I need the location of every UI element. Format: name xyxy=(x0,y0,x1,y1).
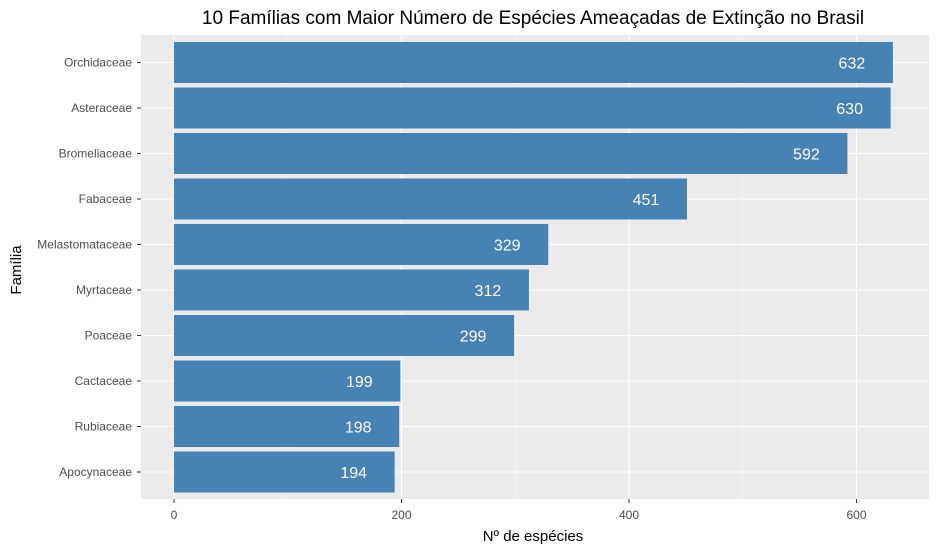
y-tick-label: Poaceae xyxy=(85,329,133,343)
y-tick-label: Cactaceae xyxy=(75,374,133,388)
data-label: 194 xyxy=(340,465,367,482)
y-tick-label: Myrtaceae xyxy=(76,283,132,297)
data-labels: 632 630 592 451 329 312 299 199 198 194 xyxy=(340,56,865,483)
y-tick-label: Fabaceae xyxy=(79,192,133,206)
bars xyxy=(174,42,893,493)
x-tick-label: 400 xyxy=(619,508,639,522)
x-axis-ticks: 0 200 400 600 xyxy=(171,499,867,522)
x-tick-label: 200 xyxy=(391,508,411,522)
bar-bromeliaceae xyxy=(174,133,848,174)
x-tick-label: 600 xyxy=(846,508,866,522)
bar-myrtaceae xyxy=(174,269,529,311)
data-label: 198 xyxy=(345,420,372,437)
y-tick-label: Bromeliaceae xyxy=(59,147,133,161)
x-tick-label: 0 xyxy=(171,508,178,522)
y-tick-label: Orchidaceae xyxy=(64,56,132,70)
bar-poaceae xyxy=(174,315,515,356)
bar-melastomataceae xyxy=(174,224,549,265)
y-axis-title: Família xyxy=(8,245,25,295)
bar-asteraceae xyxy=(174,87,891,129)
chart-title: 10 Famílias com Maior Número de Espécies… xyxy=(202,8,864,29)
data-label: 632 xyxy=(839,56,866,73)
data-label: 451 xyxy=(633,192,660,209)
y-tick-label: Asteraceae xyxy=(71,101,132,115)
data-label: 630 xyxy=(836,101,863,118)
data-label: 329 xyxy=(494,238,521,255)
x-axis-title: Nº de espécies xyxy=(483,528,584,545)
y-axis-ticks: Orchidaceae Asteraceae Bromeliaceae Fabacea… xyxy=(37,56,141,479)
bar-rubiaceae xyxy=(174,406,400,447)
data-label: 592 xyxy=(793,147,820,164)
bar-apocynaceae xyxy=(174,451,395,493)
y-tick-label: Rubiaceae xyxy=(75,420,133,434)
y-tick-label: Melastomataceae xyxy=(37,238,132,252)
bar-cactaceae xyxy=(174,360,401,402)
data-label: 312 xyxy=(475,283,502,300)
data-label: 299 xyxy=(460,329,487,346)
y-tick-label: Apocynaceae xyxy=(59,465,132,479)
data-label: 199 xyxy=(346,374,373,391)
bar-orchidaceae xyxy=(174,42,893,83)
bar-fabaceae xyxy=(174,178,688,220)
